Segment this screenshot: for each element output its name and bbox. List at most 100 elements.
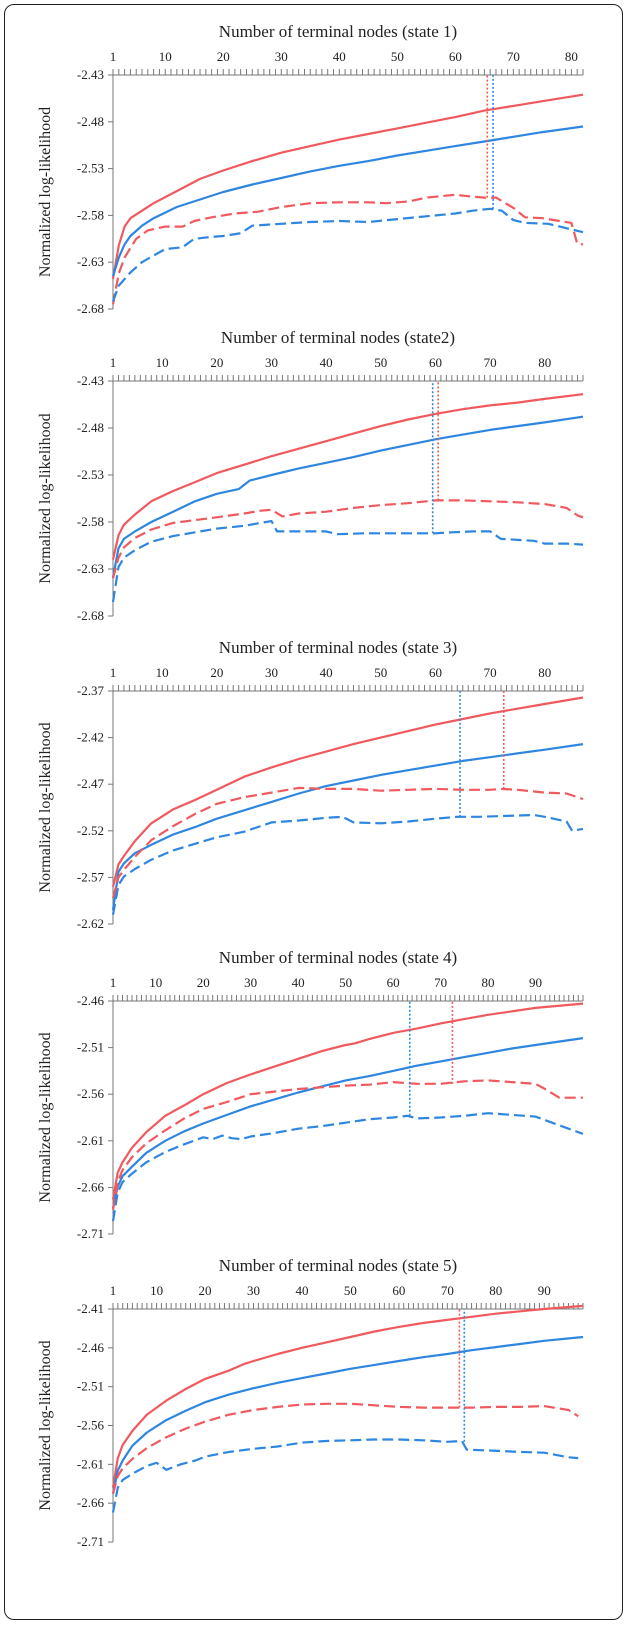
y-tick-label: -2.58 xyxy=(77,207,104,222)
y-tick-label: -2.61 xyxy=(77,1133,104,1148)
series-red-solid xyxy=(111,393,584,560)
x-tick-label: 30 xyxy=(265,665,278,680)
x-tick-label: 20 xyxy=(210,665,223,680)
y-tick-label: -2.43 xyxy=(77,373,104,388)
x-tick-label: 70 xyxy=(441,1283,454,1298)
x-tick-label: 40 xyxy=(320,665,333,680)
y-tick-label: -2.53 xyxy=(77,161,104,176)
x-tick-label: 90 xyxy=(538,1283,551,1298)
x-tick-label: 20 xyxy=(217,49,230,64)
y-tick-label: -2.53 xyxy=(77,467,104,482)
x-tick-label: 10 xyxy=(149,975,162,990)
chart-panel-1: Number of terminal nodes (state 1) Normal… xyxy=(37,22,584,316)
y-tick-label: -2.63 xyxy=(77,561,104,576)
series-red-solid xyxy=(111,1304,584,1488)
x-tick-label: 50 xyxy=(374,665,387,680)
y-tick-label: -2.46 xyxy=(77,1340,105,1355)
y-tick-label: -2.47 xyxy=(77,776,105,791)
y-tick-label: -2.68 xyxy=(77,301,104,316)
x-tick-label: 60 xyxy=(429,665,442,680)
chart-panel-3: Number of terminal nodes (state 3) Normal… xyxy=(37,638,584,931)
x-tick-label: 40 xyxy=(333,49,346,64)
series-blue-dashed xyxy=(111,207,584,302)
series-blue-solid xyxy=(111,743,584,911)
x-minor-ticks xyxy=(112,375,584,381)
series-red-dashed xyxy=(111,1402,579,1495)
x-tick-label: 20 xyxy=(199,1283,212,1298)
x-tick-label: 60 xyxy=(392,1283,405,1298)
series-red-dashed xyxy=(111,1079,583,1210)
x-tick-label: 50 xyxy=(391,49,404,64)
y-tick-label: -2.52 xyxy=(77,823,104,838)
x-tick-label: 40 xyxy=(295,1283,308,1298)
x-tick-label: 30 xyxy=(265,355,278,370)
x-tick-label: 80 xyxy=(538,355,551,370)
series-blue-solid xyxy=(111,1037,584,1209)
x-tick-label: 10 xyxy=(156,665,169,680)
y-axis-label: Normalized log-likelihood xyxy=(37,413,54,583)
x-tick-label: 80 xyxy=(538,665,551,680)
series-red-solid xyxy=(111,93,584,280)
x-tick-label: 10 xyxy=(150,1283,163,1298)
series-blue-dashed xyxy=(111,813,584,915)
chart-title: Number of terminal nodes (state 3) xyxy=(219,638,457,657)
series-blue-solid xyxy=(111,125,584,277)
x-tick-label: 1 xyxy=(110,355,117,370)
chart-panel-2: Number of terminal nodes (state2) Normali… xyxy=(37,328,584,623)
x-tick-label: 1 xyxy=(110,1283,117,1298)
y-axis-label: Normalized log-likelihood xyxy=(37,107,54,277)
x-tick-label: 20 xyxy=(197,975,210,990)
x-tick-label: 1 xyxy=(110,49,117,64)
y-axis-label: Normalized log-likelihood xyxy=(37,1032,54,1202)
series-blue-solid xyxy=(111,1335,584,1495)
x-tick-label: 30 xyxy=(247,1283,260,1298)
x-tick-label: 10 xyxy=(159,49,172,64)
x-minor-ticks xyxy=(112,1303,584,1309)
x-minor-ticks xyxy=(112,995,584,1001)
y-axis-label: Normalized log-likelihood xyxy=(37,722,54,892)
x-tick-label: 90 xyxy=(529,975,542,990)
chart-title: Number of terminal nodes (state 1) xyxy=(219,22,457,41)
x-tick-label: 1 xyxy=(110,665,117,680)
y-tick-label: -2.68 xyxy=(77,608,104,623)
y-tick-label: -2.48 xyxy=(77,420,104,435)
x-tick-label: 60 xyxy=(387,975,400,990)
x-tick-label: 80 xyxy=(482,975,495,990)
y-tick-label: -2.41 xyxy=(77,1301,104,1316)
y-tick-label: -2.56 xyxy=(77,1418,105,1433)
x-tick-label: 80 xyxy=(565,49,578,64)
chart-title: Number of terminal nodes (state2) xyxy=(221,328,455,347)
y-tick-label: -2.37 xyxy=(77,683,105,698)
x-tick-label: 50 xyxy=(374,355,387,370)
y-axis-label: Normalized log-likelihood xyxy=(37,1340,54,1510)
series-red-solid xyxy=(111,696,584,887)
y-tick-label: -2.51 xyxy=(77,1040,104,1055)
x-tick-label: 70 xyxy=(434,975,447,990)
x-tick-label: 80 xyxy=(489,1283,502,1298)
x-tick-label: 1 xyxy=(110,975,117,990)
y-tick-label: -2.51 xyxy=(77,1379,104,1394)
y-tick-label: -2.48 xyxy=(77,114,104,129)
x-tick-label: 10 xyxy=(156,355,169,370)
chart-panel-4: Number of terminal nodes (state 4) Normal… xyxy=(37,948,584,1241)
series-red-dashed xyxy=(111,499,584,579)
x-tick-label: 30 xyxy=(275,49,288,64)
y-tick-label: -2.58 xyxy=(77,514,104,529)
series-red-solid xyxy=(111,1002,584,1200)
y-tick-label: -2.56 xyxy=(77,1086,105,1101)
x-tick-label: 70 xyxy=(507,49,520,64)
series-red-dashed xyxy=(111,786,584,899)
series-red-dashed xyxy=(111,193,584,305)
y-tick-label: -2.43 xyxy=(77,67,104,82)
x-minor-ticks xyxy=(112,69,584,75)
y-tick-label: -2.66 xyxy=(77,1495,105,1510)
y-tick-label: -2.61 xyxy=(77,1456,104,1471)
x-tick-label: 70 xyxy=(484,665,497,680)
y-tick-label: -2.66 xyxy=(77,1179,105,1194)
series-blue-solid xyxy=(111,415,584,578)
x-tick-label: 40 xyxy=(292,975,305,990)
chart-panel-5: Number of terminal nodes (state 5) Normal… xyxy=(37,1256,584,1549)
x-tick-label: 20 xyxy=(210,355,223,370)
x-tick-label: 30 xyxy=(244,975,257,990)
x-tick-label: 70 xyxy=(484,355,497,370)
